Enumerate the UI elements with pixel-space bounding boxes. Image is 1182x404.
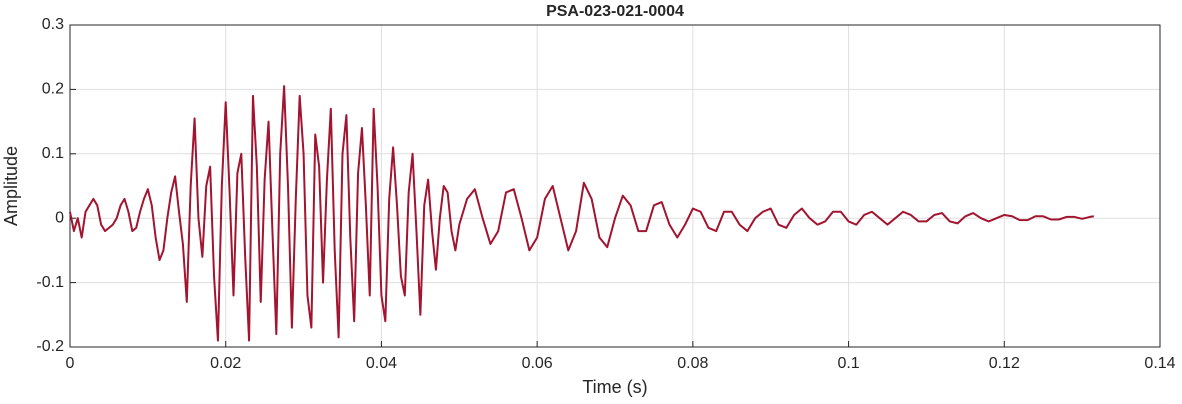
y-tick-label: -0.1 bbox=[36, 274, 64, 291]
y-tick-label: 0.3 bbox=[42, 16, 64, 33]
data-line bbox=[69, 85, 1094, 342]
x-tick-label: 0.08 bbox=[677, 355, 708, 372]
x-tick-label: 0.14 bbox=[1144, 355, 1175, 372]
y-tick-label: 0.2 bbox=[42, 81, 64, 98]
x-tick-label: 0 bbox=[66, 355, 75, 372]
x-tick-label: 0.04 bbox=[366, 355, 397, 372]
y-tick-label: 0 bbox=[55, 209, 64, 226]
x-tick-label: 0.1 bbox=[837, 355, 859, 372]
x-axis-label: Time (s) bbox=[582, 377, 647, 397]
x-tick-label: 0.02 bbox=[210, 355, 241, 372]
y-axis-label: Amplitude bbox=[1, 146, 21, 226]
chart-title: PSA-023-021-0004 bbox=[546, 3, 684, 20]
plot-area bbox=[70, 25, 1160, 347]
y-tick-label: -0.2 bbox=[36, 338, 64, 355]
x-tick-label: 0.06 bbox=[522, 355, 553, 372]
y-tick-label: 0.1 bbox=[42, 145, 64, 162]
axes-box bbox=[69, 24, 1161, 348]
x-tick-label: 0.12 bbox=[989, 355, 1020, 372]
